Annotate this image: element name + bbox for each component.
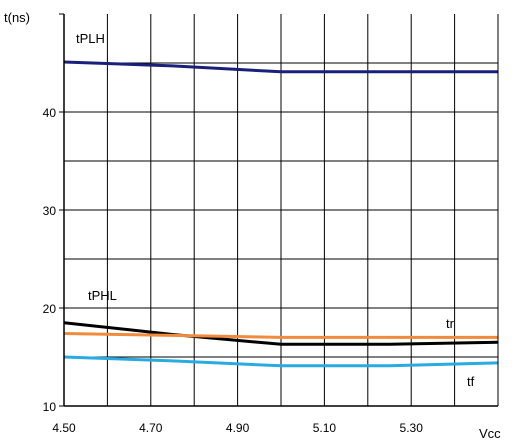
series-lines	[63, 60, 499, 368]
series-label-tf: tf	[467, 374, 475, 389]
x-tick-label: 4.70	[139, 421, 163, 435]
series-line-tr	[63, 332, 498, 339]
x-tick-label: 4.90	[226, 421, 250, 435]
series-line-tphl	[63, 321, 499, 346]
series-label-tr: tr	[446, 316, 455, 331]
y-tick-label: 20	[43, 302, 57, 316]
x-tick-label: 5.30	[400, 421, 424, 435]
tick-labels: 10 20 30 40 4.50 4.70 4.90 5.10 5.30	[43, 13, 424, 435]
x-tick-label: 4.50	[52, 421, 76, 435]
x-axis-label: Vcc	[479, 426, 501, 441]
series-line-tf	[63, 355, 499, 368]
series-line-tplh	[63, 60, 498, 74]
series-label-tplh: tPLH	[76, 31, 105, 46]
y-tick-label: 40	[43, 106, 57, 120]
y-tick-label: 30	[43, 204, 57, 218]
x-tick-label: 5.10	[313, 421, 337, 435]
y-tick-label: 10	[43, 400, 57, 414]
series-label-tphl: tPHL	[88, 288, 117, 303]
grid	[64, 14, 498, 406]
y-axis-label: t(ns)	[4, 10, 30, 25]
